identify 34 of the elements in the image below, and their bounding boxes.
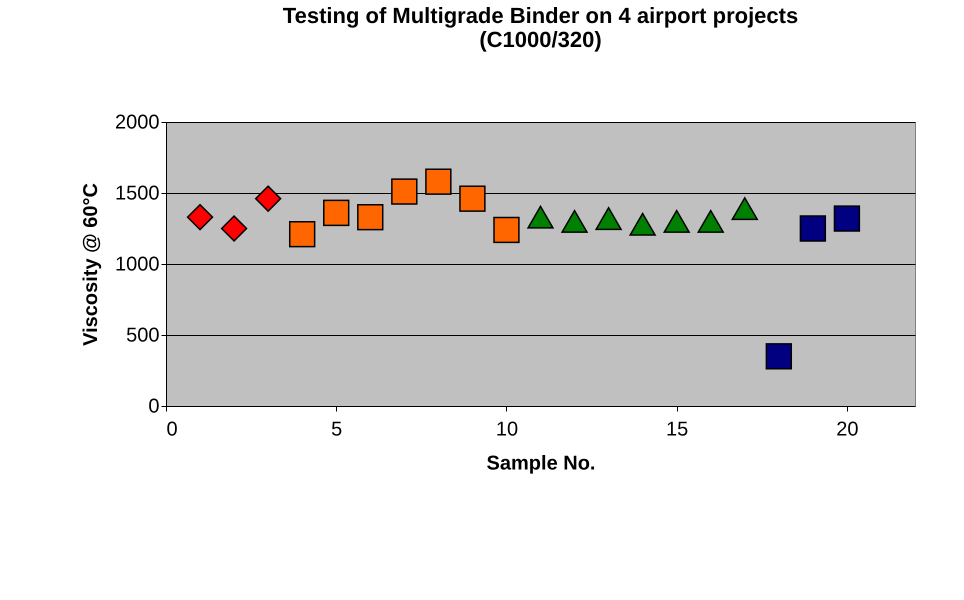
y-tick-label: 500 <box>126 324 160 346</box>
point <box>493 216 520 244</box>
text: (C1000/320) <box>479 27 602 52</box>
point <box>629 212 656 236</box>
x-tick-label: 20 <box>836 418 859 440</box>
point <box>391 178 418 205</box>
point <box>663 210 690 233</box>
point <box>595 207 622 230</box>
point <box>698 210 724 233</box>
point <box>766 343 792 370</box>
point <box>357 204 384 230</box>
point <box>323 200 350 226</box>
point <box>425 168 452 195</box>
point <box>834 205 860 232</box>
x-tick-label: 10 <box>496 418 518 440</box>
x-tick-label: 15 <box>666 418 688 440</box>
x-tick-label: 0 <box>166 418 178 440</box>
point <box>459 185 486 212</box>
y-axis-title: Viscosity @ 60°C <box>80 183 102 346</box>
y-tick-label: 0 <box>148 396 160 418</box>
point <box>288 220 316 248</box>
y-tick-label: 1500 <box>115 182 160 204</box>
point <box>561 210 588 233</box>
point <box>527 206 554 229</box>
point <box>800 215 826 242</box>
y-tick-label: 1000 <box>115 254 160 276</box>
x-tick-label: 5 <box>331 418 342 440</box>
point <box>220 215 248 242</box>
text: Testing of Multigrade Binder on 4 airport projects <box>282 3 798 28</box>
point <box>254 185 282 212</box>
y-tick-label: 2000 <box>115 112 160 134</box>
point <box>186 204 214 230</box>
x-axis-title: Sample No. <box>486 452 596 474</box>
point <box>732 197 758 220</box>
